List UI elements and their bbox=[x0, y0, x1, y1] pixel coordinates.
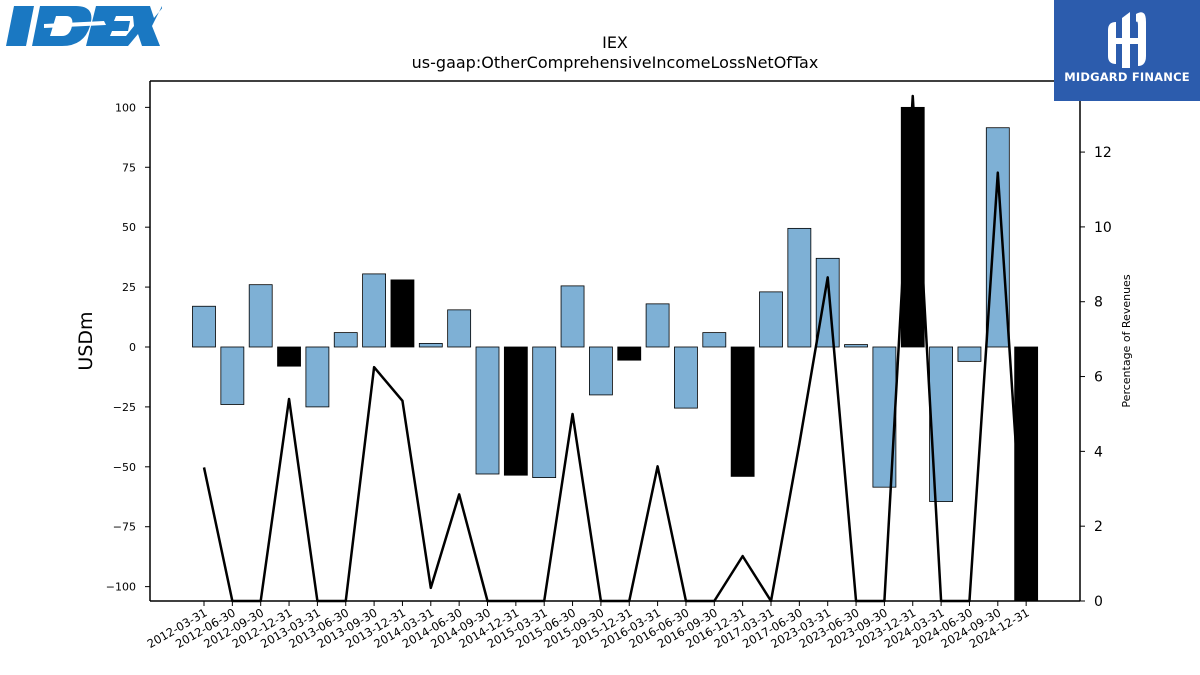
y2-tick-label: 10 bbox=[1094, 220, 1112, 236]
plot-frame-inner bbox=[150, 81, 1080, 601]
bar-2017-03-31 bbox=[759, 291, 783, 348]
bar-2016-09-30 bbox=[702, 332, 727, 348]
y-tick-label: 0 bbox=[129, 341, 136, 354]
bar-2016-12-31 bbox=[730, 346, 755, 477]
y-tick-label: 100 bbox=[115, 101, 136, 114]
bar-2014-09-30 bbox=[475, 346, 500, 475]
y-tick-label: −75 bbox=[113, 521, 136, 534]
y-tick-label: 25 bbox=[122, 281, 136, 294]
midgard-finance-logo: MIDGARD FINANCE bbox=[1054, 0, 1200, 101]
y2-tick-label: 6 bbox=[1094, 370, 1103, 386]
bar-2013-06-30 bbox=[333, 332, 358, 348]
y2-tick-label: 4 bbox=[1094, 444, 1103, 460]
bar-2013-09-30 bbox=[362, 273, 387, 348]
y-tick-label: 75 bbox=[122, 161, 136, 174]
y-tick-label: −25 bbox=[113, 401, 136, 414]
bar-2024-03-31 bbox=[929, 346, 953, 502]
bar-2017-06-30 bbox=[787, 227, 812, 348]
bar-2016-03-31 bbox=[645, 303, 670, 348]
y2-tick-label: 12 bbox=[1094, 145, 1112, 161]
y-tick-label: 50 bbox=[122, 221, 136, 234]
chart-subtitle: us-gaap:OtherComprehensiveIncomeLossNetO… bbox=[412, 53, 819, 72]
bar-2023-03-31 bbox=[815, 257, 840, 348]
bar-2012-09-30 bbox=[248, 284, 273, 348]
bar-2024-09-30 bbox=[985, 127, 1010, 348]
y-tick-label: −50 bbox=[113, 461, 136, 474]
bar-2015-12-31 bbox=[617, 346, 642, 361]
bar-2013-12-31 bbox=[390, 279, 415, 348]
midgard-finance-label: MIDGARD FINANCE bbox=[1064, 70, 1190, 84]
bar-2014-12-31 bbox=[503, 346, 528, 476]
bar-2016-06-30 bbox=[674, 346, 698, 409]
bar-2014-06-30 bbox=[447, 309, 472, 348]
chart-title: IEX bbox=[602, 33, 628, 52]
bar-2015-09-30 bbox=[589, 346, 613, 396]
bar-2012-03-31 bbox=[192, 305, 216, 348]
idex-logo bbox=[4, 4, 164, 52]
bar-2015-03-31 bbox=[532, 346, 557, 478]
bar-2023-06-30 bbox=[844, 344, 868, 348]
y2-tick-label: 8 bbox=[1094, 295, 1103, 311]
bar-2013-03-31 bbox=[305, 346, 330, 408]
bar-2024-06-30 bbox=[957, 346, 982, 362]
y2-tick-label: 2 bbox=[1094, 519, 1103, 535]
y-axis-label: USDm bbox=[75, 311, 97, 370]
plot-area: 1007550250−25−50−75−1000246810122012-03-… bbox=[106, 80, 1112, 651]
y2-axis-label: Percentage of Revenues bbox=[1120, 274, 1133, 407]
bar-2012-12-31 bbox=[277, 346, 301, 367]
bar-2014-03-31 bbox=[418, 342, 443, 348]
y2-tick-label: 0 bbox=[1094, 594, 1103, 610]
bar-2015-06-30 bbox=[560, 285, 585, 348]
y-tick-label: −100 bbox=[106, 581, 136, 594]
bar-2012-06-30 bbox=[220, 346, 245, 405]
